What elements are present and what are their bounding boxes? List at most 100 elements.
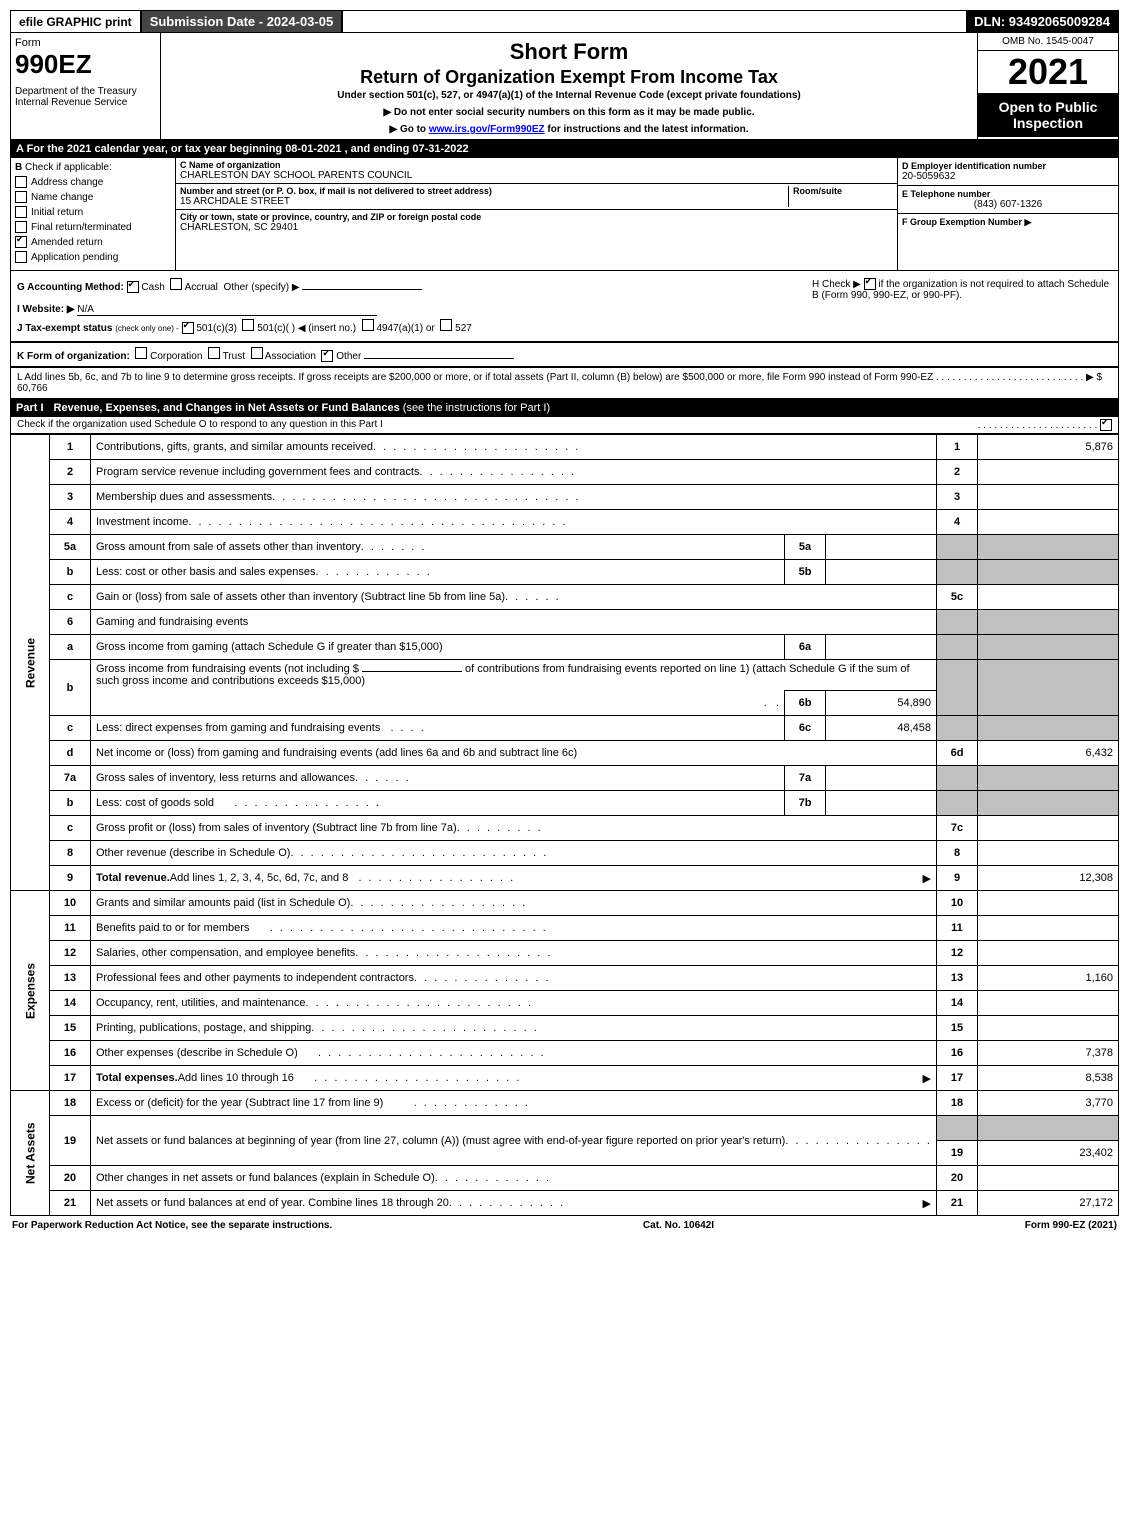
shaded-cell — [978, 791, 1119, 816]
table-row: 9 Total revenue. Add lines 1, 2, 3, 4, 5… — [11, 866, 1119, 891]
fnum: 9 — [937, 866, 978, 891]
check-4947[interactable] — [362, 319, 374, 331]
line-desc: Gross income from fundraising events (no… — [96, 663, 359, 675]
fnum: 15 — [937, 1016, 978, 1041]
check-corp[interactable] — [135, 347, 147, 359]
fval — [978, 1016, 1119, 1041]
j-label: J Tax-exempt status — [17, 323, 112, 334]
table-row: 8 Other revenue (describe in Schedule O)… — [11, 841, 1119, 866]
fval: 6,432 — [978, 741, 1119, 766]
fval: 7,378 — [978, 1041, 1119, 1066]
fval — [978, 460, 1119, 485]
fnum: 21 — [937, 1191, 978, 1216]
fval: 3,770 — [978, 1091, 1119, 1116]
check-501c[interactable] — [242, 319, 254, 331]
col-b-header: B — [15, 162, 22, 173]
tel-value: (843) 607-1326 — [902, 199, 1114, 210]
lnum: 17 — [50, 1066, 91, 1091]
line-desc: Gross profit or (loss) from sales of inv… — [96, 822, 457, 834]
check-application-pending[interactable]: Application pending — [15, 251, 171, 263]
check-cash[interactable] — [127, 281, 139, 293]
check-527[interactable] — [440, 319, 452, 331]
table-row: c Less: direct expenses from gaming and … — [11, 716, 1119, 741]
mid-section: G Accounting Method: Cash Accrual Other … — [10, 271, 1119, 342]
ssn-warning: ▶ Do not enter social security numbers o… — [165, 107, 973, 118]
check-accrual[interactable] — [170, 278, 182, 290]
table-row: 11 Benefits paid to or for members . . .… — [11, 916, 1119, 941]
line-desc2: Add lines 1, 2, 3, 4, 5c, 6d, 7c, and 8 — [170, 872, 349, 885]
lnum: 8 — [50, 841, 91, 866]
submission-date: Submission Date - 2024-03-05 — [140, 11, 344, 32]
table-row: b Gross income from fundraising events (… — [11, 660, 1119, 691]
shaded-cell — [978, 716, 1119, 741]
table-row: 2 Program service revenue including gove… — [11, 460, 1119, 485]
lnum: a — [50, 635, 91, 660]
irs-link[interactable]: www.irs.gov/Form990EZ — [429, 124, 545, 135]
column-b: B Check if applicable: Address change Na… — [11, 158, 176, 270]
lnum: 3 — [50, 485, 91, 510]
check-initial-return[interactable]: Initial return — [15, 206, 171, 218]
lnum: 6 — [50, 610, 91, 635]
check-other-org[interactable] — [321, 350, 333, 362]
page-footer: For Paperwork Reduction Act Notice, see … — [10, 1216, 1119, 1235]
name-label: C Name of organization — [180, 160, 893, 170]
check-assoc[interactable] — [251, 347, 263, 359]
fnum: 2 — [937, 460, 978, 485]
column-c: C Name of organization CHARLESTON DAY SC… — [176, 158, 898, 270]
line-desc: Gain or (loss) from sale of assets other… — [96, 591, 505, 603]
shaded-cell — [978, 635, 1119, 660]
check-trust[interactable] — [208, 347, 220, 359]
fnum: 8 — [937, 841, 978, 866]
shaded-cell — [978, 560, 1119, 585]
check-501c3[interactable] — [182, 322, 194, 334]
check-final-return[interactable]: Final return/terminated — [15, 221, 171, 233]
sublnum: 6b — [785, 691, 826, 716]
table-row: Expenses 10 Grants and similar amounts p… — [11, 891, 1119, 916]
fval: 12,308 — [978, 866, 1119, 891]
line-desc: Other changes in net assets or fund bala… — [96, 1172, 435, 1184]
fval: 27,172 — [978, 1191, 1119, 1216]
line-desc: Net assets or fund balances at end of ye… — [96, 1197, 449, 1210]
tel-label: E Telephone number — [902, 189, 1114, 199]
part1-title: Revenue, Expenses, and Changes in Net As… — [54, 402, 400, 414]
table-row: 20 Other changes in net assets or fund b… — [11, 1166, 1119, 1191]
fnum: 5c — [937, 585, 978, 610]
table-row: 6 Gaming and fundraising events — [11, 610, 1119, 635]
check-address-change[interactable]: Address change — [15, 176, 171, 188]
ein-label: D Employer identification number — [902, 161, 1114, 171]
part1-header: Part I Revenue, Expenses, and Changes in… — [10, 399, 1119, 417]
sublnum: 5b — [785, 560, 826, 585]
opt-527: 527 — [455, 323, 472, 334]
check-part1-o[interactable] — [1100, 419, 1112, 431]
sublnum: 5a — [785, 535, 826, 560]
check-name-change[interactable]: Name change — [15, 191, 171, 203]
footer-left: For Paperwork Reduction Act Notice, see … — [12, 1220, 332, 1231]
l-dots: . . . . . . . . . . . . . . . . . . . . … — [936, 372, 1086, 383]
ein-value: 20-5059632 — [902, 171, 1114, 182]
k-label: K Form of organization: — [17, 351, 130, 362]
check-label: Address change — [31, 177, 103, 188]
opt-other: Other — [336, 351, 361, 362]
opt-501c3: 501(c)(3) — [196, 323, 237, 334]
line-desc: Occupancy, rent, utilities, and maintena… — [96, 997, 306, 1009]
shaded-cell — [937, 660, 978, 716]
check-amended-return[interactable]: Amended return — [15, 236, 171, 248]
fnum: 11 — [937, 916, 978, 941]
fnum: 7c — [937, 816, 978, 841]
lnum: 21 — [50, 1191, 91, 1216]
fval — [978, 585, 1119, 610]
part1-check-text: Check if the organization used Schedule … — [17, 419, 383, 431]
sublnum: 6a — [785, 635, 826, 660]
mid-section-l: L Add lines 5b, 6c, and 7b to line 9 to … — [10, 367, 1119, 399]
street-address: 15 ARCHDALE STREET — [180, 196, 788, 207]
lnum: 5a — [50, 535, 91, 560]
check-label: Amended return — [31, 237, 103, 248]
city-state-zip: CHARLESTON, SC 29401 — [180, 222, 893, 233]
fnum: 10 — [937, 891, 978, 916]
lnum: b — [50, 791, 91, 816]
efile-link[interactable]: efile GRAPHIC print — [11, 12, 140, 32]
table-row: d Net income or (loss) from gaming and f… — [11, 741, 1119, 766]
check-label: Name change — [31, 192, 93, 203]
check-h[interactable] — [864, 278, 876, 290]
column-d: D Employer identification number 20-5059… — [898, 158, 1118, 270]
